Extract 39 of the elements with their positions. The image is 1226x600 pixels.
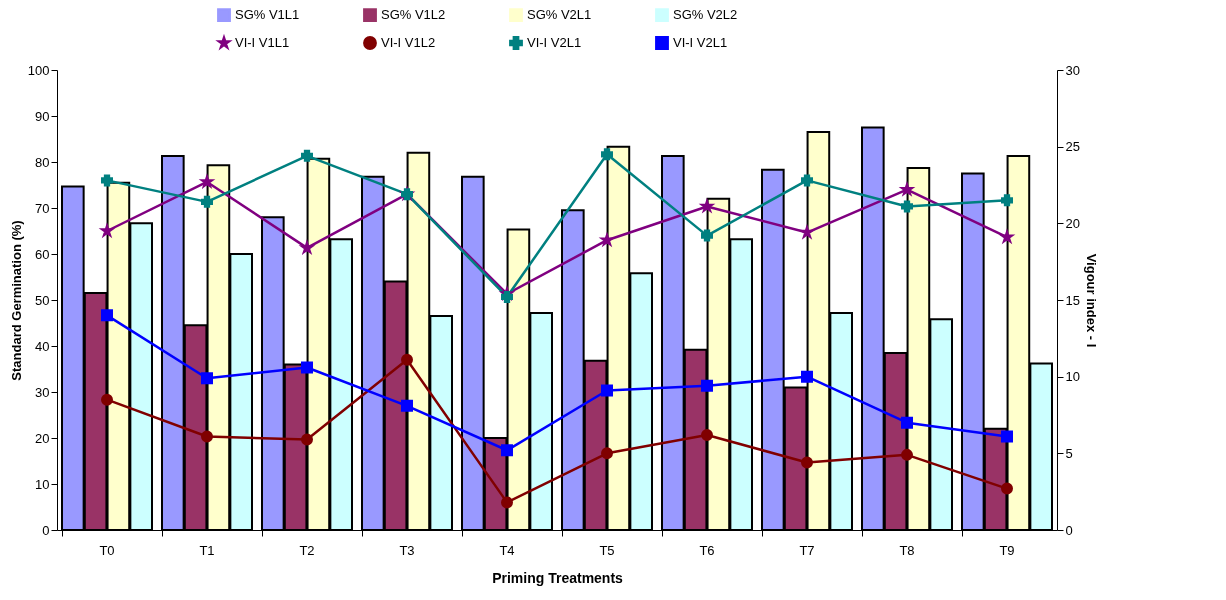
y-tick-label: 100 — [27, 62, 50, 78]
y-tick-label: 0 — [42, 522, 50, 538]
x-tick-label: T0 — [99, 542, 115, 558]
y-axis-title: Standard Germination (%) — [8, 220, 24, 381]
y2-tick-label: 20 — [1065, 215, 1080, 231]
y2-tick-label: 0 — [1065, 522, 1073, 538]
x-tick-label: T2 — [299, 542, 315, 558]
y-tick-label: 80 — [35, 154, 50, 170]
y-tick-label: 40 — [35, 338, 50, 354]
x-tick-label: T3 — [399, 542, 415, 558]
y-tick-label: 70 — [35, 200, 50, 216]
x-tick-label: T4 — [499, 542, 515, 558]
y2-axis-title: Vigour index - I — [1083, 253, 1099, 348]
x-tick-label: T1 — [199, 542, 215, 558]
legend-label: SG% V2L2 — [673, 7, 738, 23]
legend-label: VI-I V1L2 — [381, 35, 436, 50]
x-tick-label: T6 — [699, 542, 715, 558]
y2-tick-label: 30 — [1065, 62, 1080, 78]
y2-tick-label: 15 — [1065, 292, 1080, 308]
y-tick-label: 50 — [35, 292, 50, 308]
legend-label: SG% V1L1 — [235, 7, 300, 23]
x-tick-label: T8 — [899, 542, 915, 558]
y-tick-label: 90 — [35, 108, 50, 124]
legend-label: VI-I V2L1 — [673, 35, 728, 50]
x-tick-label: T5 — [599, 542, 615, 558]
y-tick-label: 20 — [35, 430, 50, 446]
x-axis-title: Priming Treatments — [492, 569, 624, 586]
y-tick-label: 10 — [35, 476, 50, 492]
x-tick-label: T7 — [799, 542, 815, 558]
y2-tick-label: 5 — [1065, 445, 1073, 461]
x-tick-label: T9 — [999, 542, 1015, 558]
legend-label: SG% V2L1 — [527, 7, 592, 23]
legend-label: VI-I V1L1 — [235, 35, 290, 50]
y2-tick-label: 10 — [1065, 369, 1080, 385]
legend-label: VI-I V2L1 — [527, 35, 582, 50]
y-tick-label: 30 — [35, 384, 50, 400]
y-tick-label: 60 — [35, 246, 50, 262]
legend-label: SG% V1L2 — [381, 7, 446, 23]
y2-tick-label: 25 — [1065, 139, 1080, 155]
